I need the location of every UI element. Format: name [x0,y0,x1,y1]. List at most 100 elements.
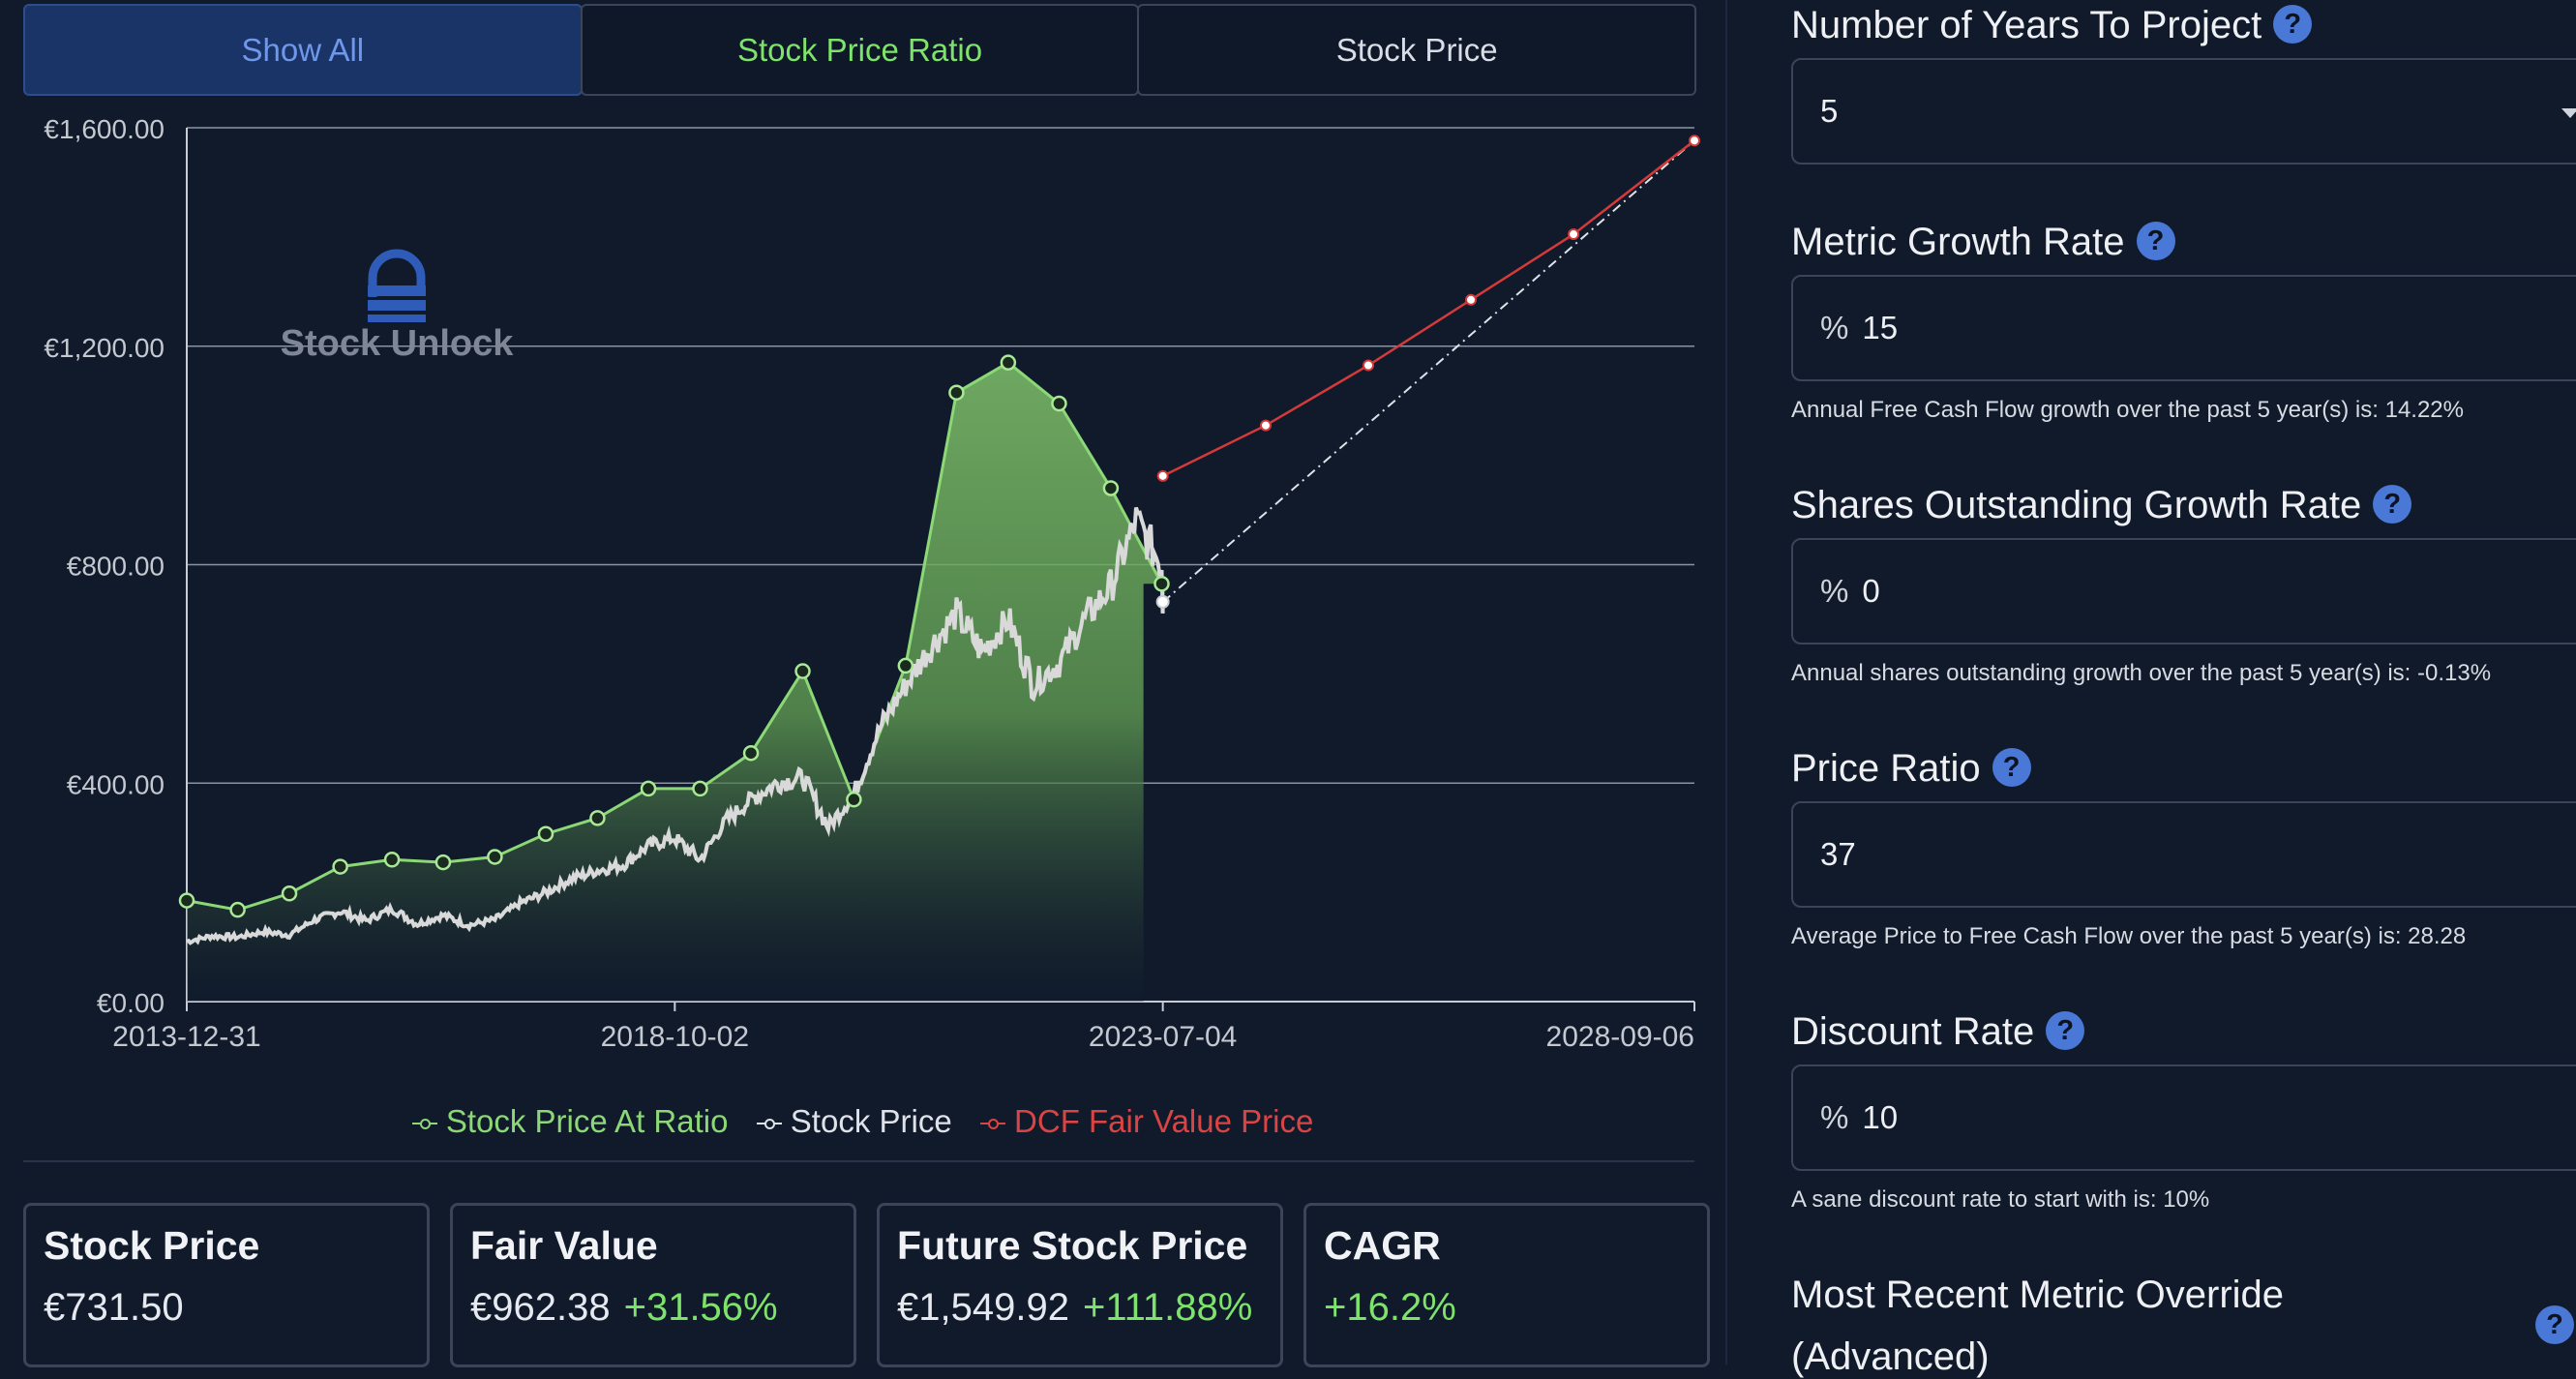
y-tick-label: €400.00 [67,769,165,799]
ratio-data-point [846,791,862,808]
override-label-text: Most Recent Metric Override [1791,1274,2285,1316]
growth-label: Metric Growth Rate? [1791,221,2175,264]
chevron-down-icon [2561,108,2576,118]
summary-cards: Stock Price €731.50 Fair Value €962.38 +3… [23,1203,1710,1367]
dcf-data-point [1259,419,1272,432]
dcf-data-point [1465,293,1478,306]
card-fair-value: Fair Value €962.38 +31.56% [450,1203,856,1367]
ratio-value: 37 [1820,836,1856,872]
legend-line-marker-icon [979,1119,1005,1130]
ratio-label-text: Price Ratio [1791,747,1981,790]
discount-label: Discount Rate? [1791,1010,2085,1054]
stock-chart: Stock Unlock €0.00 €400.00 €800.00 €1,200.0… [44,114,1700,1053]
ratio-data-point [229,901,246,918]
card-value: €962.38 [470,1286,611,1329]
ratio-data-point [692,780,708,797]
chart-panel: Show All Stock Price Ratio Stock Price S… [23,4,1710,1367]
legend-item-dcf[interactable]: DCF Fair Value Price [979,1103,1314,1139]
help-icon[interactable]: ? [2535,1305,2574,1344]
ratio-data-point [794,663,811,679]
help-icon[interactable]: ? [2273,5,2313,45]
growth-label-text: Metric Growth Rate [1791,221,2125,263]
ratio-data-point [332,858,348,875]
help-icon[interactable]: ? [2373,485,2412,525]
x-tick-label: 2028-09-06 [1546,1021,1694,1053]
legend-item-ratio[interactable]: Stock Price At Ratio [411,1103,728,1139]
help-icon[interactable]: ? [2046,1011,2085,1051]
override-help: ? [2535,1305,2574,1347]
y-tick-label: €0.00 [97,988,165,1018]
years-select[interactable]: 5 [1791,58,2576,165]
divider [23,1160,1694,1162]
ratio-data-point [1102,480,1120,496]
override-label-text2: (Advanced) [1791,1335,1990,1378]
chart-view-tabs: Show All Stock Price Ratio Stock Price [23,4,1697,96]
dcf-data-point [1156,469,1169,482]
card-value: €1,549.92 [897,1286,1069,1329]
projection-line [1161,139,1695,603]
discount-hint: A sane discount rate to start with is: 1… [1791,1186,2210,1213]
ratio-series-line [186,360,1163,912]
help-icon[interactable]: ? [1992,748,2031,788]
price-ratio-input[interactable]: 37 [1791,801,2576,908]
shares-label-text: Shares Outstanding Growth Rate [1791,484,2362,526]
years-label: Number of Years To Project? [1791,4,2313,47]
price-last-point [1155,594,1170,609]
discount-label-text: Discount Rate [1791,1010,2035,1053]
ratio-data-point [434,854,452,871]
ratio-data-point [1000,354,1017,371]
ratio-hint: Average Price to Free Cash Flow over the… [1791,923,2467,949]
dcf-data-point [1568,228,1580,241]
card-title: Stock Price [44,1223,260,1268]
legend-item-price[interactable]: Stock Price [756,1103,952,1139]
growth-hint: Annual Free Cash Flow growth over the pa… [1791,397,2464,423]
shares-growth-input[interactable]: % 0 [1791,538,2576,645]
years-value: 5 [1820,93,1839,129]
ratio-data-point [537,825,554,842]
stock-unlock-logo-icon [368,249,426,322]
discount-rate-input[interactable]: % 10 [1791,1064,2576,1171]
ratio-data-point [1051,395,1067,412]
card-title: CAGR [1324,1223,1441,1268]
settings-panel: Number of Years To Project? 5 Metric Gro… [1791,0,2576,1378]
price-series-line [186,506,1165,945]
brand-name: Stock Unlock [281,323,515,364]
ratio-area-fill [187,362,1162,1002]
ratio-data-point [281,885,298,902]
discount-value: 10 [1862,1099,1899,1135]
ratio-data-point [178,892,195,909]
card-value: €731.50 [44,1286,184,1329]
card-stock-price: Stock Price €731.50 [23,1203,430,1367]
shares-value: 0 [1862,573,1880,609]
card-cagr: CAGR +16.2% [1303,1203,1710,1367]
y-tick-label: €800.00 [67,552,165,582]
dcf-data-point [1363,359,1375,372]
growth-value: 15 [1862,310,1899,345]
override-label-line2: (Advanced) [1791,1335,1990,1379]
legend-line-marker-icon [756,1119,782,1130]
growth-rate-input[interactable]: % 15 [1791,275,2576,381]
legend-label-dcf: DCF Fair Value Price [1014,1103,1314,1139]
override-label: Most Recent Metric Override [1791,1274,2284,1317]
shares-hint: Annual shares outstanding growth over th… [1791,660,2492,686]
dcf-data-point [1689,135,1700,147]
stock-unlock-watermark: Stock Unlock [281,249,515,364]
card-future-stock-price: Future Stock Price €1,549.92 +111.88% [877,1203,1283,1367]
card-change: +31.56% [623,1286,778,1329]
y-tick-label: €1,200.00 [44,333,165,363]
ratio-data-point [589,810,606,826]
card-change: +16.2% [1324,1286,1456,1329]
y-tick-label: €1,600.00 [44,114,165,144]
ratio-data-point [487,849,503,865]
x-tick-label: 2023-07-04 [1089,1021,1237,1053]
shares-label: Shares Outstanding Growth Rate? [1791,484,2412,527]
panel-divider [1725,0,1727,1364]
tab-stock-price-ratio[interactable]: Stock Price Ratio [580,4,1140,96]
years-label-text: Number of Years To Project [1791,4,2262,46]
percent-prefix: % [1820,310,1849,345]
ratio-label: Price Ratio? [1791,747,2031,791]
tab-stock-price[interactable]: Stock Price [1137,4,1697,96]
x-tick-label: 2018-10-02 [601,1021,749,1053]
help-icon[interactable]: ? [2136,222,2175,261]
tab-show-all[interactable]: Show All [23,4,583,96]
